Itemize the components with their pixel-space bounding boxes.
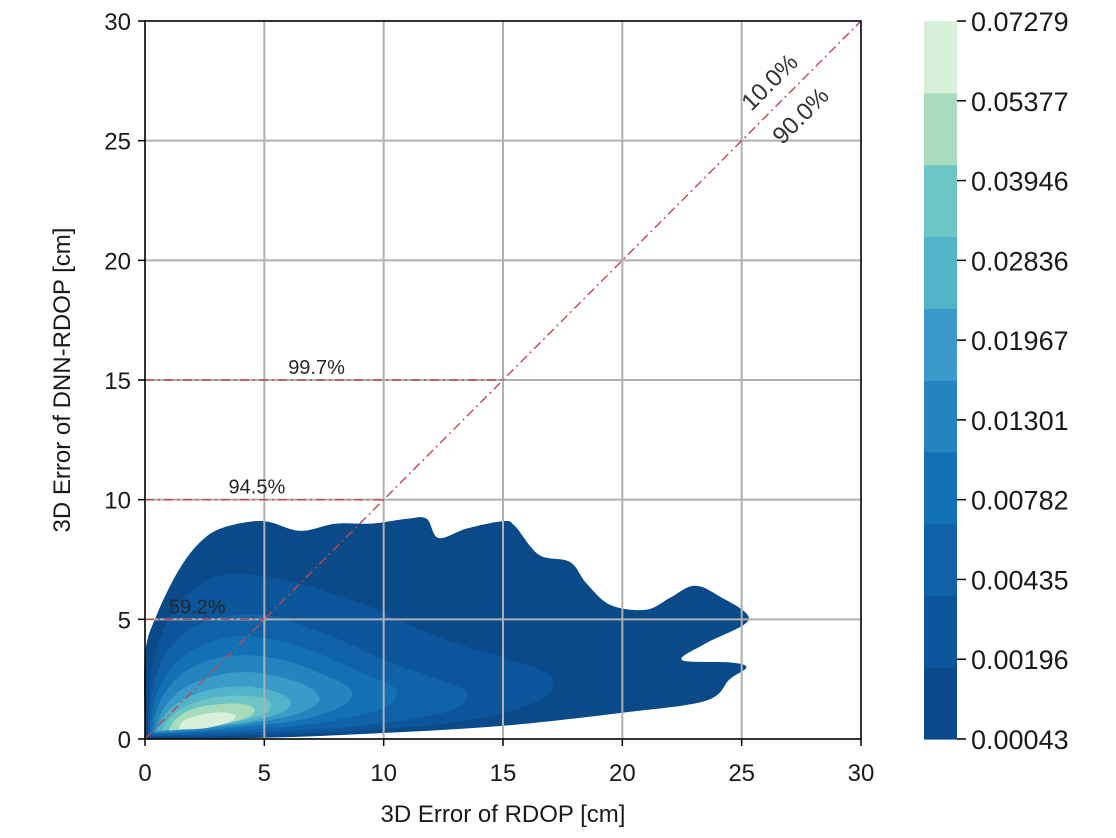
colorbar-label-0: 0.00043: [971, 725, 1069, 755]
reference-lines: [144, 20, 862, 740]
y-tick-label-0: 0: [118, 727, 131, 754]
colorbar-label-4: 0.01301: [971, 406, 1069, 436]
y-tick-label-15: 15: [104, 368, 131, 395]
x-tick-label-10: 10: [370, 760, 397, 787]
x-tick-label-20: 20: [609, 760, 636, 787]
colorbar-band-8: [924, 92, 957, 166]
colorbar-label-3: 0.00782: [971, 486, 1069, 516]
colorbar-band-2: [924, 523, 957, 596]
x-tick-label-15: 15: [490, 760, 517, 787]
colorbar-label-1: 0.00196: [971, 645, 1069, 675]
x-axis-ticks: 0 5 10 15 20 25 30: [138, 739, 874, 787]
colorbar: 0.00043 0.00196 0.00435 0.00782 0.01301 0.019…: [924, 7, 1069, 755]
colorbar-band-6: [924, 236, 957, 309]
colorbar-band-9: [924, 21, 957, 94]
colorbar-label-8: 0.05377: [971, 87, 1069, 117]
annotation-label-2: 99.7%: [288, 357, 345, 379]
density-region-9: [178, 712, 236, 730]
y-tick-label-10: 10: [104, 488, 131, 515]
x-tick-label-5: 5: [258, 760, 271, 787]
colorbar-band-5: [924, 308, 957, 381]
y-tick-label-25: 25: [104, 129, 131, 156]
y-axis-title: 3D Error of DNN-RDOP [cm]: [49, 228, 76, 533]
x-tick-label-0: 0: [138, 760, 151, 787]
x-tick-label-30: 30: [848, 760, 875, 787]
reference-line-0: [144, 20, 862, 740]
annotation-label-1: 94.5%: [229, 477, 286, 499]
colorbar-band-1: [924, 595, 957, 668]
colorbar-label-9: 0.07279: [971, 7, 1069, 37]
density-regions: [144, 517, 749, 739]
plot-area: 59.2%94.5%99.7%10.0%90.0%: [144, 20, 862, 740]
y-tick-label-5: 5: [118, 607, 131, 634]
annotation-label-0: 59.2%: [169, 596, 226, 618]
colorbar-band-3: [924, 451, 957, 525]
colorbar-label-6: 0.02836: [971, 246, 1069, 276]
y-tick-label-20: 20: [104, 248, 131, 275]
y-tick-label-30: 30: [104, 9, 131, 36]
x-axis-title: 3D Error of RDOP [cm]: [381, 801, 626, 828]
y-axis-ticks: 0 5 10 15 20 25 30: [104, 9, 145, 754]
colorbar-band-4: [924, 380, 957, 453]
colorbar-band-7: [924, 164, 957, 237]
colorbar-band-0: [924, 667, 957, 740]
x-tick-label-25: 25: [728, 760, 755, 787]
colorbar-label-7: 0.03946: [971, 167, 1069, 197]
colorbar-label-5: 0.01967: [971, 326, 1069, 356]
colorbar-label-2: 0.00435: [971, 565, 1069, 595]
